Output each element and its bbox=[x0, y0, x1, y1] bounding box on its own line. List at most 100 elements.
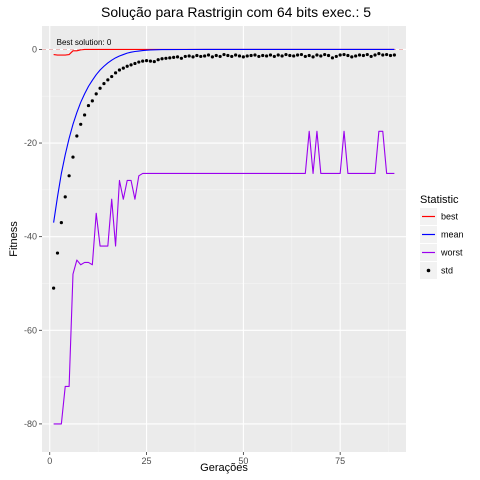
series-std-point bbox=[187, 54, 191, 58]
y-tick-label: 0 bbox=[32, 44, 37, 54]
series-std-point bbox=[230, 54, 234, 59]
series-std-point bbox=[385, 52, 389, 57]
series-std-point bbox=[129, 63, 133, 67]
series-std-point bbox=[121, 66, 125, 70]
series-std-point bbox=[357, 53, 362, 57]
series-std-point bbox=[268, 53, 273, 57]
series-std-point bbox=[272, 54, 276, 59]
x-tick-label: 50 bbox=[238, 456, 248, 466]
series-std-point bbox=[195, 53, 199, 58]
series-std-point bbox=[203, 54, 207, 58]
legend-title: Statistic bbox=[420, 194, 459, 206]
series-std-point bbox=[354, 54, 358, 58]
series-std-point bbox=[160, 57, 164, 61]
legend-label-std: std bbox=[441, 266, 453, 276]
series-std-point bbox=[234, 53, 238, 57]
series-std-point bbox=[110, 74, 114, 79]
series-std-point bbox=[338, 53, 342, 57]
series-std-point bbox=[303, 54, 307, 59]
x-tick-label: 0 bbox=[47, 456, 52, 466]
legend-label-worst: worst bbox=[440, 248, 463, 258]
chart-title: Solução para Rastrigin com 64 bits exec.… bbox=[101, 4, 371, 20]
series-std-point bbox=[179, 56, 184, 60]
series-std-point bbox=[183, 54, 187, 59]
series-std-point bbox=[222, 52, 226, 57]
series-std-point bbox=[241, 55, 245, 59]
series-std-point bbox=[168, 56, 172, 60]
series-std-point bbox=[59, 221, 63, 225]
legend-label-mean: mean bbox=[441, 230, 464, 240]
y-tick-label: -40 bbox=[24, 232, 37, 242]
minor-gridlines bbox=[42, 26, 406, 452]
series-std-point bbox=[172, 55, 176, 59]
series-std-point bbox=[257, 54, 261, 59]
series-std-point bbox=[199, 54, 203, 59]
series-std-point bbox=[175, 55, 180, 59]
series-std-point bbox=[377, 52, 381, 56]
series-std-point bbox=[141, 59, 145, 63]
series-std-point bbox=[315, 53, 319, 57]
y-axis-ticks: 0 -20 -40 -60 -80 bbox=[24, 44, 42, 429]
series-std-point bbox=[319, 54, 323, 58]
series-std-point bbox=[75, 134, 79, 138]
series-std-point bbox=[71, 155, 75, 159]
series-std-point bbox=[392, 53, 396, 57]
series-layer bbox=[52, 48, 396, 425]
series-std-point bbox=[206, 53, 211, 57]
series-std-point bbox=[299, 52, 304, 57]
series-std-point bbox=[137, 60, 141, 64]
legend-swatch-std bbox=[426, 268, 431, 273]
series-std-point bbox=[117, 68, 122, 72]
series-std-point bbox=[346, 53, 350, 58]
series-std-point bbox=[249, 53, 253, 58]
series-std-point bbox=[63, 195, 67, 199]
series-std-point bbox=[86, 103, 91, 108]
series-std-point bbox=[191, 55, 195, 59]
y-tick-label: -20 bbox=[24, 138, 37, 148]
series-std-point bbox=[102, 81, 106, 86]
series-std-point bbox=[295, 53, 300, 57]
series-std-point bbox=[261, 53, 265, 58]
series-std-point bbox=[373, 53, 377, 57]
series-std-point bbox=[342, 52, 346, 57]
series-std-point bbox=[365, 52, 369, 57]
series-std-point bbox=[106, 78, 110, 82]
series-std-point bbox=[156, 58, 160, 62]
series-std-point bbox=[245, 54, 249, 58]
plot-panel bbox=[42, 26, 406, 452]
series-std-point bbox=[210, 55, 214, 59]
series-std-point bbox=[292, 54, 296, 58]
series-std-point bbox=[125, 64, 129, 68]
x-axis-title: Gerações bbox=[200, 462, 248, 474]
series-std-point bbox=[350, 55, 354, 59]
series-std-point bbox=[79, 122, 83, 126]
series-std-point bbox=[98, 86, 102, 90]
series-std-point bbox=[67, 174, 71, 178]
best-solution-annotation: Best solution: 0 bbox=[57, 38, 112, 47]
series-std-point bbox=[214, 53, 218, 58]
series-std-point bbox=[280, 54, 284, 58]
series-std-point bbox=[323, 52, 327, 57]
series-std-point bbox=[369, 54, 373, 59]
legend-items: best mean worst std bbox=[420, 208, 464, 279]
y-tick-label: -60 bbox=[24, 325, 37, 335]
series-std-point bbox=[361, 53, 366, 58]
series-std-point bbox=[237, 54, 242, 58]
series-std-point bbox=[52, 286, 56, 290]
series-std-point bbox=[90, 99, 94, 103]
series-std-point bbox=[82, 113, 87, 117]
series-std-point bbox=[307, 53, 311, 58]
x-tick-label: 75 bbox=[335, 456, 345, 466]
series-std-point bbox=[148, 59, 153, 63]
series-std-point bbox=[164, 56, 168, 60]
x-tick-label: 25 bbox=[142, 456, 152, 466]
series-mean-line bbox=[53, 48, 395, 223]
series-std-point bbox=[334, 54, 338, 59]
series-std-point bbox=[94, 92, 98, 96]
series-std-point bbox=[253, 53, 257, 57]
series-std-point bbox=[133, 61, 137, 66]
y-axis-title: Fitness bbox=[8, 221, 20, 257]
legend-label-best: best bbox=[441, 212, 459, 222]
series-std-point bbox=[326, 53, 331, 58]
